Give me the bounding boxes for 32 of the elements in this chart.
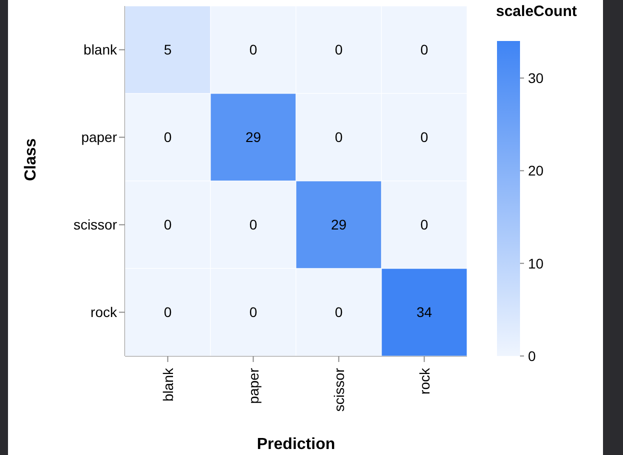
data-label: 29 — [330, 216, 347, 233]
x-tick-label: rock — [416, 367, 432, 394]
data-label: 0 — [164, 304, 172, 320]
data-label: 0 — [420, 216, 428, 233]
data-label: 0 — [249, 216, 258, 233]
data-label: 34 — [416, 304, 432, 320]
color-bar-label: 20 — [528, 162, 544, 179]
data-label: 0 — [334, 304, 343, 320]
data-label: 0 — [249, 304, 258, 320]
y-tick-label: rock — [90, 304, 118, 320]
color-bar-title: scaleCount — [496, 3, 577, 20]
y-tick-label: blank — [84, 42, 118, 58]
data-label: 0 — [420, 42, 428, 58]
data-label: 29 — [245, 129, 262, 146]
y-tick-label: scissor — [73, 216, 118, 233]
data-label: 0 — [164, 129, 172, 146]
data-label: 0 — [164, 216, 172, 233]
y-axis-title: Class — [22, 138, 40, 181]
data-label: 0 — [249, 42, 258, 58]
color-scale: scaleCount 0 10 20 30 — [488, 0, 598, 380]
y-tick-label: paper — [81, 129, 118, 146]
data-label: 0 — [420, 129, 428, 146]
color-bar-label: 0 — [528, 348, 536, 364]
color-bar-label: 30 — [528, 70, 544, 86]
x-tick-label: scissor — [330, 368, 347, 412]
data-label: 0 — [334, 42, 343, 58]
color-bar-label: 10 — [528, 255, 544, 272]
x-tick-label: paper — [245, 368, 262, 404]
x-tick-label: blank — [160, 367, 176, 402]
data-label: 0 — [334, 129, 343, 146]
data-label: 5 — [164, 42, 172, 58]
x-axis-title: Prediction — [256, 436, 336, 453]
